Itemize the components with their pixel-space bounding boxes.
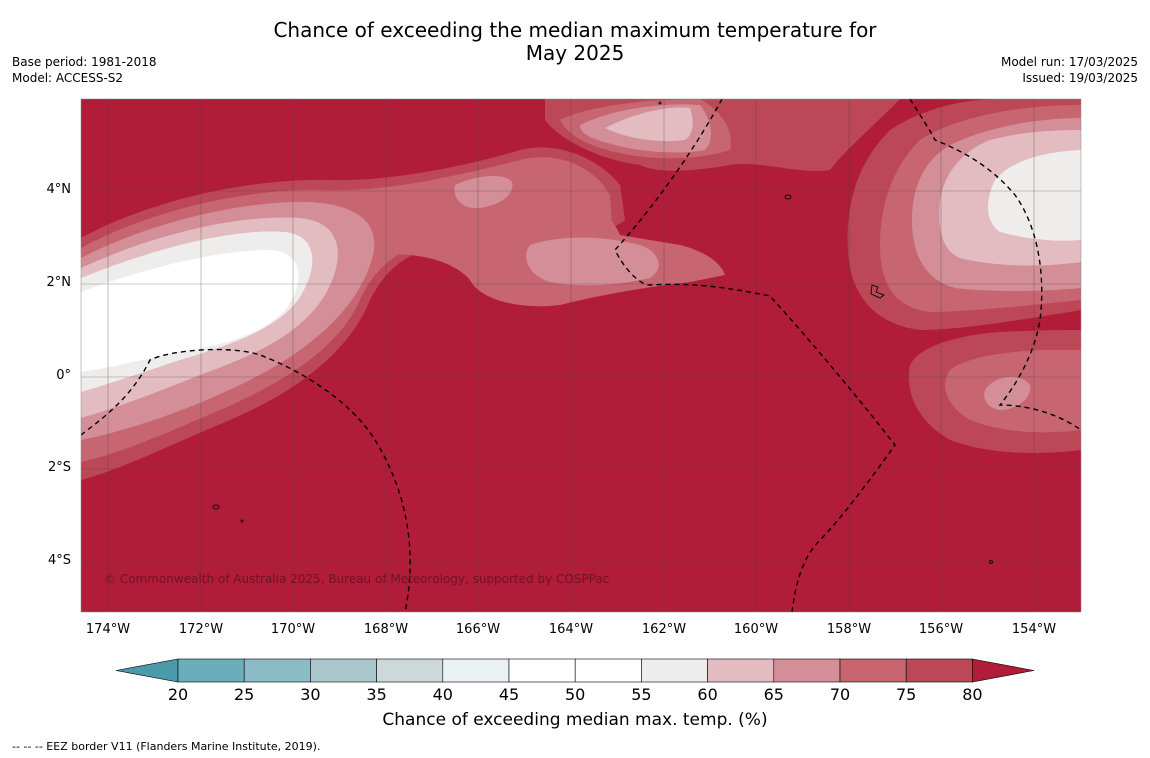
lat-label-equator: 0° — [56, 368, 71, 383]
colorbar-segment — [707, 658, 775, 683]
contour-65-central — [526, 237, 659, 286]
map-title: Chance of exceeding the median maximum t… — [0, 19, 1150, 65]
contour-65-small — [454, 175, 513, 209]
colorbar-extend-high — [972, 658, 1035, 683]
colorbar-segment — [310, 658, 377, 683]
lon-label: 172°W — [178, 622, 224, 637]
lon-label: 164°W — [548, 622, 594, 637]
lat-label-4n: 4°N — [46, 182, 72, 197]
colorbar-tick-label: 75 — [896, 685, 917, 704]
title-line-2: May 2025 — [525, 41, 625, 65]
lon-label: 162°W — [641, 622, 687, 637]
colorbar — [115, 658, 1035, 683]
colorbar-tick-label: 30 — [300, 685, 321, 704]
lat-label-2s: 2°S — [47, 460, 71, 475]
islands — [212, 101, 993, 564]
colorbar-tick-label: 50 — [565, 685, 586, 704]
meta-left: Base period: 1981-2018 Model: ACCESS-S2 — [12, 54, 157, 86]
lon-label: 170°W — [270, 622, 316, 637]
colorbar-segment — [177, 658, 245, 683]
colorbar-tick-label: 45 — [498, 685, 520, 704]
colorbar-tick-label: 35 — [366, 685, 387, 704]
copyright-notice: © Commonwealth of Australia 2025, Bureau… — [104, 572, 610, 586]
issued-date: Issued: 19/03/2025 — [1022, 71, 1138, 85]
colorbar-segment — [641, 658, 708, 683]
lon-label: 174°W — [85, 622, 131, 637]
colorbar-tick-label: 80 — [962, 685, 983, 704]
colorbar-segment — [508, 658, 576, 683]
colorbar-segment — [442, 658, 510, 683]
lat-label-2n: 2°N — [46, 275, 72, 290]
map-area — [81, 99, 1081, 612]
eez-borders — [81, 99, 1081, 612]
model-name: Model: ACCESS-S2 — [12, 71, 124, 85]
colorbar-tick-label: 20 — [167, 685, 189, 704]
title-line-1: Chance of exceeding the median maximum t… — [273, 18, 877, 42]
colorbar-tick-label: 25 — [234, 685, 255, 704]
meta-right: Model run: 17/03/2025 Issued: 19/03/2025 — [1001, 54, 1138, 86]
lon-label: 154°W — [1011, 622, 1057, 637]
colorbar-tick-label: 65 — [763, 685, 784, 704]
colorbar-tick-label: 70 — [829, 685, 851, 704]
colorbar-segment — [905, 658, 973, 683]
lon-label: 166°W — [455, 622, 501, 637]
colorbar-segment — [574, 658, 642, 683]
lon-label: 158°W — [826, 622, 872, 637]
colorbar-extend-low — [115, 658, 179, 683]
contour-65-se — [984, 376, 1031, 410]
colorbar-tick-label: 40 — [432, 685, 453, 704]
colorbar-segment — [773, 658, 841, 683]
contour-60-north — [605, 107, 693, 142]
lat-label-4s: 4°S — [47, 553, 71, 568]
map-frame — [80, 98, 1082, 613]
gridlines — [81, 99, 1081, 612]
base-period: Base period: 1981-2018 — [12, 55, 157, 69]
lon-label: 160°W — [733, 622, 779, 637]
colorbar-segment — [839, 658, 907, 683]
lon-label: 156°W — [918, 622, 964, 637]
contour-50-west — [81, 250, 299, 372]
contour-55-east — [988, 150, 1081, 241]
lon-label: 168°W — [363, 622, 409, 637]
colorbar-label: Chance of exceeding median max. temp. (%… — [382, 710, 768, 730]
colorbar-tick-label: 60 — [697, 685, 718, 704]
colorbar-tick-label: 55 — [631, 685, 652, 704]
eez-footnote: -- -- -- EEZ border V11 (Flanders Marine… — [12, 740, 321, 753]
colorbar-segment — [243, 658, 311, 683]
model-run: Model run: 17/03/2025 — [1000, 55, 1138, 69]
colorbar-segment — [376, 658, 444, 683]
